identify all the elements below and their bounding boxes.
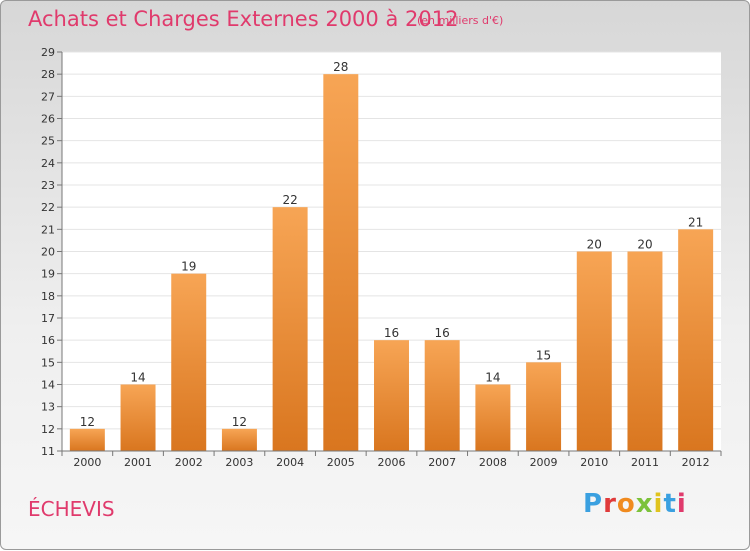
data-label: 16	[435, 326, 450, 340]
data-label: 20	[637, 238, 652, 252]
y-tick-label: 29	[41, 46, 55, 59]
y-tick-label: 18	[41, 290, 55, 303]
commune-name: ÉCHEVIS	[28, 497, 115, 521]
y-tick-label: 25	[41, 135, 55, 148]
data-label: 19	[181, 260, 196, 274]
bar	[627, 251, 663, 451]
bar	[272, 207, 308, 451]
bar	[171, 273, 207, 451]
y-tick-label: 13	[41, 401, 55, 414]
logo-letter: P	[583, 489, 604, 519]
y-tick-label: 26	[41, 113, 55, 126]
y-tick-label: 17	[41, 312, 55, 325]
logo-letter: i	[676, 489, 687, 519]
proxiti-logo[interactable]: Proxiti	[583, 489, 687, 519]
x-tick-label: 2002	[175, 456, 203, 469]
bar	[69, 428, 105, 451]
y-tick-label: 15	[41, 356, 55, 369]
x-tick-label: 2012	[682, 456, 710, 469]
x-tick-label: 2008	[479, 456, 507, 469]
data-label: 21	[688, 215, 703, 229]
y-tick-label: 12	[41, 423, 55, 436]
y-tick-label: 20	[41, 246, 55, 259]
data-label: 20	[587, 238, 602, 252]
bar	[323, 74, 359, 452]
y-tick-label: 11	[41, 445, 55, 458]
x-tick-label: 2000	[73, 456, 101, 469]
logo-letter: x	[635, 489, 654, 519]
data-label: 16	[384, 326, 399, 340]
y-tick-label: 19	[41, 268, 55, 281]
data-label: 28	[333, 60, 348, 74]
y-tick-label: 14	[41, 379, 55, 392]
data-label: 14	[485, 371, 500, 385]
data-label: 14	[130, 371, 145, 385]
y-tick-label: 27	[41, 90, 55, 103]
x-tick-label: 2010	[580, 456, 608, 469]
data-label: 15	[536, 348, 551, 362]
bar	[576, 251, 612, 451]
logo-letter: i	[653, 489, 664, 519]
x-tick-label: 2001	[124, 456, 152, 469]
chart-subtitle: (en milliers d'€)	[417, 14, 504, 27]
x-tick-label: 2007	[428, 456, 456, 469]
x-tick-label: 2006	[378, 456, 406, 469]
bar	[475, 384, 511, 451]
chart-title: Achats et Charges Externes 2000 à 2012	[28, 7, 459, 31]
y-tick-label: 24	[41, 157, 55, 170]
logo-letter: r	[603, 489, 617, 519]
bar	[424, 340, 460, 451]
x-tick-label: 2004	[276, 456, 304, 469]
y-tick-label: 28	[41, 68, 55, 81]
bar	[678, 229, 714, 451]
data-label: 12	[232, 415, 247, 429]
x-tick-label: 2003	[225, 456, 253, 469]
data-label: 22	[282, 193, 297, 207]
y-tick-label: 21	[41, 223, 55, 236]
data-label: 12	[80, 415, 95, 429]
x-tick-label: 2011	[631, 456, 659, 469]
x-tick-label: 2005	[327, 456, 355, 469]
bar	[120, 384, 156, 451]
y-tick-label: 22	[41, 201, 55, 214]
logo-letter: o	[616, 489, 636, 519]
y-tick-label: 16	[41, 334, 55, 347]
bar	[221, 428, 257, 451]
y-tick-label: 23	[41, 179, 55, 192]
logo-letter: t	[663, 489, 677, 519]
x-tick-label: 2009	[530, 456, 558, 469]
bar	[526, 362, 562, 451]
bar	[374, 340, 409, 451]
